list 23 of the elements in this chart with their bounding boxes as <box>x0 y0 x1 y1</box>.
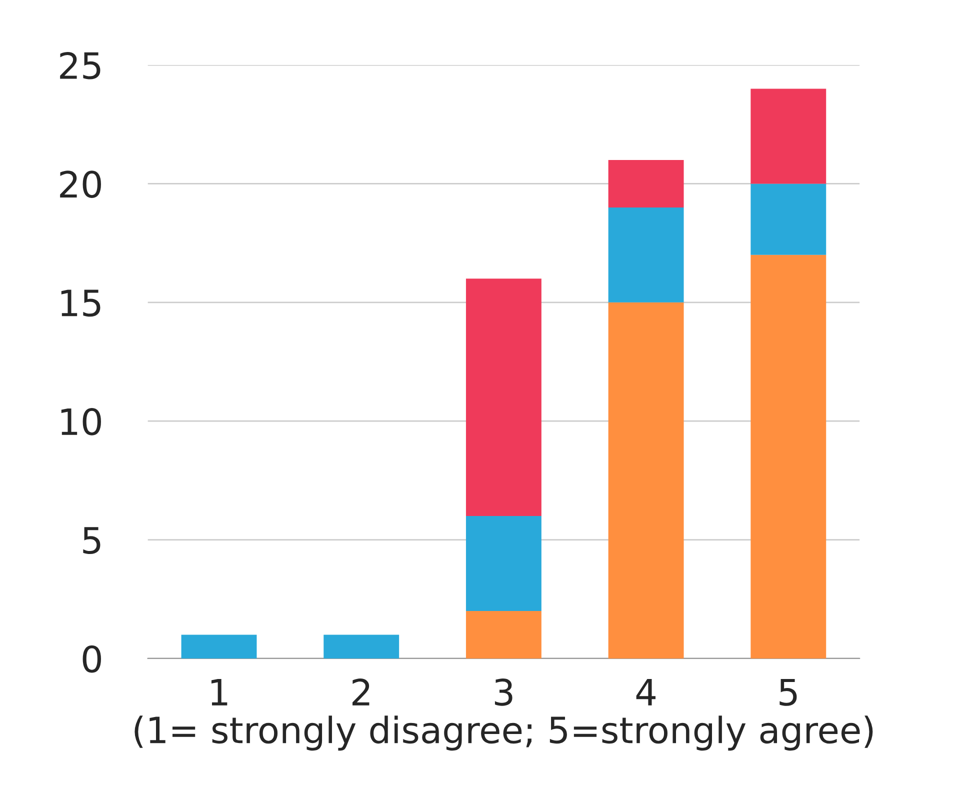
x-tick-label: 4 <box>636 679 656 706</box>
bar <box>324 634 400 658</box>
x-tick-label: 5 <box>780 679 797 706</box>
bar <box>750 184 826 255</box>
y-tick-label: 15 <box>61 290 100 317</box>
bar <box>608 207 684 302</box>
bar <box>608 302 684 658</box>
x-tick-label: 1 <box>211 679 228 706</box>
bar <box>466 278 542 516</box>
y-tick-label: 25 <box>60 52 100 80</box>
y-tick-label: 5 <box>83 527 100 554</box>
x-tick-label: 3 <box>494 678 512 706</box>
y-tick-label: 0 <box>82 645 101 673</box>
bar <box>750 88 826 184</box>
bar <box>181 634 257 658</box>
bar <box>466 610 542 658</box>
y-tick-label: 20 <box>60 170 101 198</box>
bar <box>608 160 684 208</box>
bar <box>466 516 542 611</box>
x-tick-label: 2 <box>352 678 370 706</box>
x-axis-title: (1= strongly disagree; 5=strongly agree) <box>134 716 873 751</box>
y-tick-label: 10 <box>61 408 101 436</box>
bar <box>750 254 826 658</box>
